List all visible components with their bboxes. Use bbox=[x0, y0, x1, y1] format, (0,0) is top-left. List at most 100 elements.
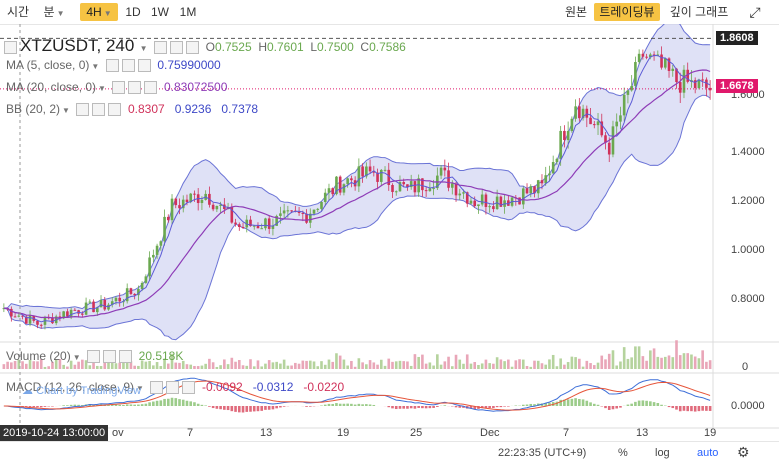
eye-icon[interactable] bbox=[106, 59, 119, 72]
volume-bar bbox=[227, 364, 230, 369]
gear-icon[interactable] bbox=[170, 41, 183, 54]
volume-bar bbox=[548, 359, 551, 369]
macd-histogram-bar bbox=[586, 401, 589, 406]
macd-histogram-bar bbox=[212, 406, 215, 408]
interval-1m-button[interactable]: 1M bbox=[176, 3, 200, 21]
view-tradingview-button[interactable]: 트레이딩뷰 bbox=[594, 3, 660, 21]
candle-body bbox=[526, 188, 529, 193]
interval-1w-button[interactable]: 1W bbox=[148, 3, 172, 21]
view-original-button[interactable]: 원본 bbox=[560, 3, 592, 21]
gear-icon[interactable] bbox=[166, 381, 179, 394]
candle-body bbox=[167, 217, 170, 220]
eye-icon[interactable] bbox=[112, 81, 125, 94]
volume-bar bbox=[174, 363, 177, 369]
chevron-down-icon[interactable]: ▼ bbox=[140, 44, 148, 53]
volume-bar bbox=[253, 366, 256, 369]
macd-histogram-bar bbox=[604, 406, 607, 408]
macd-histogram-bar bbox=[118, 405, 121, 406]
macd-histogram-bar bbox=[634, 402, 637, 406]
volume-bar bbox=[496, 357, 499, 369]
candle-body bbox=[556, 159, 559, 162]
macd-histogram-bar bbox=[223, 406, 226, 410]
percent-toggle[interactable]: % bbox=[618, 447, 628, 459]
volume-bar bbox=[462, 364, 465, 369]
eye-icon[interactable] bbox=[87, 350, 100, 363]
volume-bar bbox=[541, 363, 544, 369]
volume-bar bbox=[406, 361, 409, 369]
collapse-icon[interactable] bbox=[4, 41, 17, 54]
volume-bar bbox=[309, 361, 312, 369]
close-icon[interactable] bbox=[144, 81, 157, 94]
eye-icon[interactable] bbox=[154, 41, 167, 54]
macd-histogram-bar bbox=[62, 405, 65, 406]
candle-body bbox=[567, 131, 570, 140]
macd-histogram-bar bbox=[197, 404, 200, 406]
close-icon[interactable] bbox=[138, 59, 151, 72]
gear-icon[interactable] bbox=[128, 81, 141, 94]
interval-4h-button[interactable]: 4H▼ bbox=[80, 3, 118, 21]
volume-bar bbox=[395, 361, 398, 369]
gear-icon[interactable] bbox=[122, 59, 135, 72]
volume-bar bbox=[615, 365, 618, 369]
macd-histogram-bar bbox=[208, 406, 211, 407]
candle-body bbox=[481, 195, 484, 205]
volume-bar bbox=[436, 354, 439, 369]
candle-body bbox=[384, 170, 387, 171]
log-toggle[interactable]: log bbox=[655, 447, 670, 459]
macd-histogram-bar bbox=[701, 406, 704, 411]
macd-histogram-bar bbox=[361, 404, 364, 406]
macd-histogram-bar bbox=[619, 406, 622, 408]
tradingview-watermark[interactable]: ☁ Chart by TradingView bbox=[22, 384, 141, 397]
view-depth-button[interactable]: 깊이 그래프 bbox=[666, 3, 732, 21]
volume-bar bbox=[675, 340, 678, 369]
macd-zero-tick: 0.0000 bbox=[731, 400, 765, 412]
volume-bar bbox=[335, 353, 338, 369]
macd-histogram-bar bbox=[44, 406, 47, 407]
gear-icon[interactable] bbox=[103, 350, 116, 363]
interval-minute-menu[interactable]: 분▼ bbox=[38, 3, 70, 21]
macd-histogram-bar bbox=[373, 405, 376, 406]
macd-histogram-bar bbox=[686, 406, 689, 411]
volume-bar bbox=[275, 362, 278, 369]
volume-bar bbox=[298, 364, 301, 369]
macd-histogram-bar bbox=[339, 404, 342, 406]
chevron-down-icon[interactable]: ▼ bbox=[73, 353, 81, 362]
time-tick: 7 bbox=[187, 427, 193, 439]
volume-bar bbox=[133, 366, 136, 369]
eye-icon[interactable] bbox=[150, 381, 163, 394]
volume-bar bbox=[249, 359, 252, 369]
interval-hour-menu[interactable]: 시간 bbox=[4, 3, 32, 21]
candle-body bbox=[578, 106, 581, 118]
volume-bar bbox=[223, 359, 226, 369]
volume-bar bbox=[664, 357, 667, 369]
chevron-down-icon[interactable]: ▼ bbox=[98, 84, 106, 93]
more-icon[interactable] bbox=[186, 41, 199, 54]
candle-body bbox=[174, 199, 177, 205]
candle-body bbox=[100, 300, 103, 307]
close-icon[interactable] bbox=[119, 350, 132, 363]
macd-histogram-bar bbox=[660, 405, 663, 406]
macd-histogram-bar bbox=[189, 401, 192, 406]
close-icon[interactable] bbox=[108, 103, 121, 116]
high-value: 0.7601 bbox=[267, 40, 304, 54]
ma5-value: 0.75990000 bbox=[157, 58, 220, 72]
interval-1d-button[interactable]: 1D bbox=[122, 3, 144, 21]
eye-icon[interactable] bbox=[76, 103, 89, 116]
volume-bar bbox=[481, 363, 484, 369]
ma5-label: MA (5, close, 0) bbox=[6, 58, 89, 72]
macd-histogram-bar bbox=[152, 402, 155, 406]
gear-icon[interactable]: ⚙ bbox=[737, 444, 750, 461]
chevron-down-icon[interactable]: ▼ bbox=[91, 62, 99, 71]
gear-icon[interactable] bbox=[92, 103, 105, 116]
volume-bar bbox=[668, 355, 671, 369]
close-icon[interactable] bbox=[182, 381, 195, 394]
chevron-down-icon[interactable]: ▼ bbox=[62, 106, 70, 115]
volume-bar bbox=[589, 363, 592, 369]
macd-histogram-bar bbox=[122, 405, 125, 406]
auto-toggle[interactable]: auto bbox=[697, 447, 718, 459]
volume-bar bbox=[74, 365, 77, 369]
candle-body bbox=[350, 178, 353, 180]
macd-histogram-bar bbox=[354, 405, 357, 406]
expand-icon[interactable]: ⤢ bbox=[744, 3, 766, 21]
time-tick: ov bbox=[112, 427, 124, 439]
